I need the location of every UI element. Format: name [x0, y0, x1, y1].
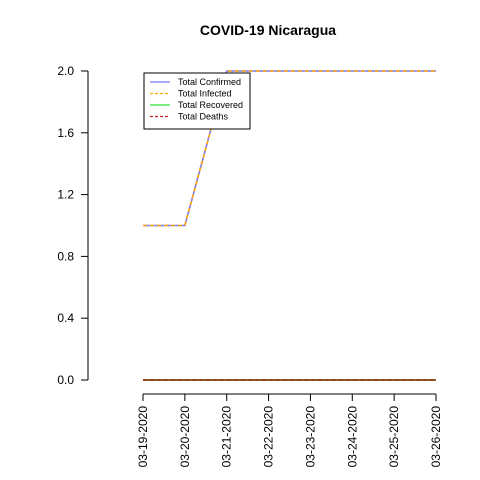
- x-tick-label: 03-24-2020: [345, 406, 359, 468]
- y-tick-label: 1.2: [57, 188, 74, 202]
- legend-label: Total Infected: [178, 89, 232, 99]
- x-tick-label: 03-21-2020: [220, 406, 234, 468]
- legend-label: Total Confirmed: [178, 77, 241, 87]
- y-tick-label: 0.0: [57, 373, 74, 387]
- series-line-total-confirmed: [143, 70, 436, 227]
- x-tick-label: 03-22-2020: [262, 406, 276, 468]
- y-tick-label: 0.4: [57, 311, 74, 325]
- legend-label: Total Deaths: [178, 112, 229, 122]
- chart-title: COVID-19 Nicaragua: [200, 22, 336, 38]
- x-tick-label: 03-23-2020: [303, 406, 317, 468]
- x-tick-label: 03-20-2020: [178, 406, 192, 468]
- series-layer: [143, 70, 436, 381]
- y-tick-label: 0.8: [57, 249, 74, 263]
- y-tick-label: 2.0: [57, 64, 74, 78]
- x-tick-label: 03-26-2020: [429, 406, 443, 468]
- legend-label: Total Recovered: [178, 100, 243, 110]
- x-tick-label: 03-25-2020: [387, 406, 401, 468]
- legend-box: [143, 72, 251, 130]
- y-axis: 0.0 0.4 0.8 1.2 1.6 2.0: [57, 64, 89, 387]
- y-tick-label: 1.6: [57, 126, 74, 140]
- x-tick-label: 03-19-2020: [136, 406, 150, 468]
- x-axis: 03-19-2020 03-20-2020 03-21-2020 03-22-2020…: [136, 393, 443, 468]
